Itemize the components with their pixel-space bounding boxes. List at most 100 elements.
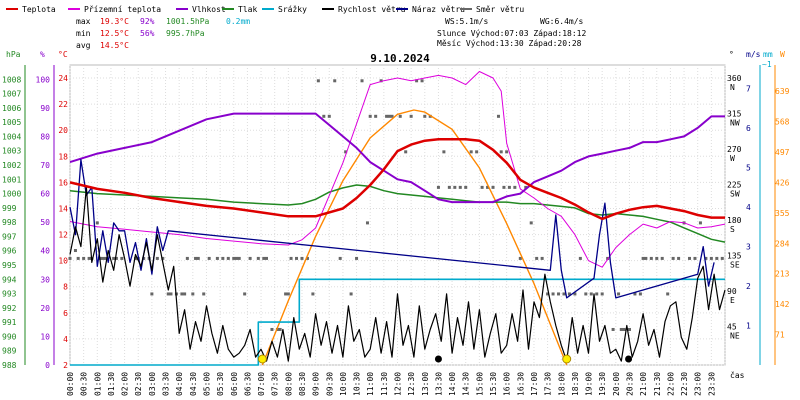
x-tick-label: 16:30 — [516, 372, 525, 396]
wind-direction-point — [562, 292, 566, 296]
tick-label-pct: 100 — [36, 75, 51, 84]
tick-label-temp: 2 — [63, 361, 68, 370]
stat-max-humidity: 92% — [140, 17, 155, 26]
wind-direction-point — [322, 114, 326, 118]
wind-direction-point — [600, 292, 604, 296]
wind-direction-point — [557, 292, 561, 296]
wind-direction-point — [248, 256, 252, 260]
tick-label-temp: 14 — [58, 204, 68, 213]
tick-label-dir: 90 — [727, 287, 737, 296]
wind-direction-point — [420, 79, 424, 83]
wind-direction-point — [286, 292, 290, 296]
x-tick-label: 08:00 — [284, 372, 293, 396]
x-tick-label: 23:00 — [694, 372, 703, 396]
tick-label-hpa: 993 — [2, 290, 17, 299]
wind-direction-point — [232, 256, 236, 260]
stat-min-temp: 12.5°C — [100, 29, 129, 38]
wind-direction-point — [120, 256, 124, 260]
wind-direction-point — [221, 256, 225, 260]
wind-direction-point — [215, 256, 219, 260]
tick-label-dir: 315 — [727, 109, 742, 118]
x-tick-label: 01:30 — [107, 372, 116, 396]
series-humidity — [69, 112, 725, 204]
stat-max-pressure: 1001.5hPa — [166, 17, 210, 26]
wind-direction-point — [134, 256, 137, 260]
wind-direction-point — [619, 327, 623, 331]
tick-label-hpa: 999 — [2, 204, 17, 213]
wind-direction-point — [507, 185, 511, 189]
tick-label-dir-name: NW — [730, 118, 740, 127]
tick-label-hpa: 1002 — [2, 161, 21, 170]
legend-label: Rychlost větru — [338, 5, 406, 14]
stat-max-label: max — [76, 17, 91, 26]
x-tick-label: 09:00 — [312, 372, 321, 396]
tick-label-pct: 20 — [40, 304, 50, 313]
x-tick-label: 21:30 — [653, 372, 662, 396]
axis-title-dir: ° — [729, 50, 734, 59]
stats-panel: max 19.3°C 92% 1001.5hPa 0.2mm min 12.5°… — [76, 17, 586, 50]
legend-label: Směr větru — [476, 5, 524, 14]
axis-title-ms: m/s — [746, 50, 761, 59]
tick-label-wm2: 284 — [775, 239, 790, 248]
x-tick-label: 18:00 — [557, 372, 566, 396]
wind-direction-point — [496, 114, 500, 118]
series-temperature — [69, 138, 725, 221]
x-tick-label: 15:30 — [489, 372, 498, 396]
tick-label-hpa: 996 — [2, 247, 17, 256]
wind-direction-point — [584, 292, 588, 296]
x-tick-label: 03:30 — [162, 372, 171, 396]
wind-direction-point — [573, 292, 577, 296]
stat-min-label: min — [76, 29, 91, 38]
tick-label-wm2: 213 — [775, 270, 790, 279]
x-tick-label: 22:00 — [666, 372, 675, 396]
wind-direction-point — [183, 292, 187, 296]
tick-label-dir-name: NE — [730, 331, 740, 340]
x-tick-label: 07:00 — [257, 372, 266, 396]
tick-label-dir: 225 — [727, 180, 742, 189]
tick-label-dir-name: W — [730, 154, 735, 163]
x-tick-label: 21:00 — [639, 372, 648, 396]
axis-title-hpa: hPa — [6, 50, 21, 59]
wind-direction-point — [68, 256, 72, 260]
wind-direction-point — [191, 292, 195, 296]
tick-label-hpa: 1005 — [2, 118, 21, 127]
wind-direction-point — [638, 292, 642, 296]
x-tick-label: 15:00 — [475, 372, 484, 396]
x-tick-label: 19:30 — [598, 372, 607, 396]
tick-label-pct: 60 — [40, 190, 50, 199]
tick-label-temp: 10 — [58, 257, 68, 266]
moonset-icon — [625, 355, 633, 363]
moonrise-icon — [434, 355, 442, 363]
tick-label-hpa: 990 — [2, 332, 17, 341]
x-axis: 00:00 00:30 01:00 01:30 02:00 02:30 03:00 03:30… — [66, 370, 745, 396]
wind-direction-point — [103, 256, 107, 260]
wind-direction-point — [161, 256, 165, 260]
tick-label-dir-name: N — [730, 83, 735, 92]
tick-label-wm2: 568 — [775, 118, 790, 127]
wind-direction-point — [316, 79, 320, 83]
tick-label-dir: 360 — [727, 74, 742, 83]
wind-direction-point — [606, 256, 610, 260]
wind-direction-point — [535, 256, 539, 260]
wind-direction-point — [458, 185, 462, 189]
tick-label-temp: 22 — [58, 100, 68, 109]
x-tick-label: 08:30 — [298, 372, 307, 396]
wind-direction-point — [693, 256, 697, 260]
legend-label: Teplota — [22, 5, 56, 14]
wind-direction-point — [101, 256, 105, 260]
stat-min-humidity: 56% — [140, 29, 155, 38]
wind-direction-point — [578, 256, 582, 260]
tick-label-hpa: 1001 — [2, 175, 21, 184]
axis-title-mm: mm — [763, 50, 773, 59]
wind-direction-point — [436, 185, 440, 189]
tick-label-hpa: 998 — [2, 218, 17, 227]
tick-label-wm2: 426 — [775, 178, 790, 187]
wind-direction-point — [278, 327, 282, 331]
wind-direction-point — [475, 150, 479, 154]
tick-label-hpa: 992 — [2, 304, 17, 313]
wind-direction-point — [698, 221, 702, 225]
stat-max-rain: 0.2mm — [226, 17, 250, 26]
wind-direction-point — [567, 292, 571, 296]
tick-label-ms: 6 — [746, 124, 751, 133]
wind-direction-point — [349, 292, 353, 296]
